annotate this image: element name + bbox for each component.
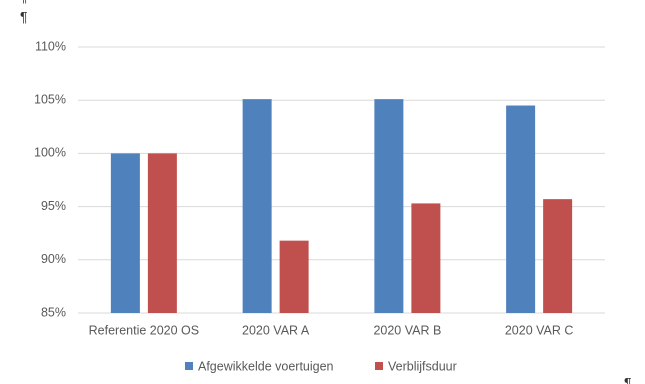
bar xyxy=(506,105,536,314)
paragraph-mark: ¶ xyxy=(20,9,28,25)
y-tick-label: 110% xyxy=(35,39,66,53)
bar xyxy=(411,203,441,313)
legend-label: Afgewikkelde voertuigen xyxy=(198,359,334,373)
paragraph-mark: ¶ xyxy=(624,375,632,384)
x-tick-label: 2020 VAR B xyxy=(373,323,441,337)
bar xyxy=(110,153,140,313)
legend-swatch xyxy=(375,362,383,370)
x-tick-label: Referentie 2020 OS xyxy=(89,323,200,337)
bar xyxy=(147,153,177,313)
paragraph-mark: ¶ xyxy=(20,0,28,5)
bar xyxy=(242,99,272,313)
bar xyxy=(543,199,573,313)
bar xyxy=(374,99,404,313)
y-tick-label: 90% xyxy=(41,252,66,266)
legend-label: Verblijfsduur xyxy=(388,359,457,373)
x-tick-label: 2020 VAR C xyxy=(505,323,574,337)
y-tick-label: 95% xyxy=(41,199,66,213)
y-tick-label: 105% xyxy=(34,92,66,106)
y-tick-label: 100% xyxy=(34,146,66,160)
legend-swatch xyxy=(185,362,193,370)
y-tick-label: 85% xyxy=(41,305,66,319)
x-tick-label: 2020 VAR A xyxy=(242,323,310,337)
bar xyxy=(279,240,309,313)
